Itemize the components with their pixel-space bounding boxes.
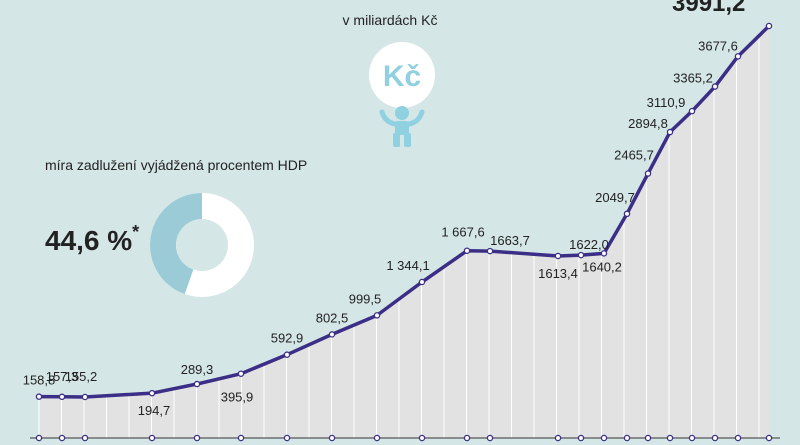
- data-point: [577, 251, 585, 259]
- series-line: [38, 24, 771, 399]
- axis-point: [193, 434, 201, 442]
- data-label: 2465,7: [614, 148, 654, 163]
- donut-hole: [176, 219, 228, 271]
- axis-point: [486, 434, 494, 442]
- debt-ratio-value-text: 44,6 %: [45, 225, 133, 256]
- axis-point: [711, 434, 719, 442]
- data-label: 1663,7: [490, 233, 530, 248]
- data-label: 1 344,1: [386, 258, 429, 273]
- data-label: 289,3: [181, 362, 214, 377]
- data-point: [237, 370, 245, 377]
- axis-baseline: [30, 434, 780, 442]
- axis-point: [688, 434, 696, 442]
- data-point: [148, 389, 156, 397]
- data-point: [623, 210, 631, 218]
- axis-point: [58, 434, 66, 442]
- data-point: [328, 331, 336, 338]
- data-point: [193, 380, 201, 388]
- data-point: [81, 393, 89, 401]
- axis-point: [666, 434, 674, 442]
- chart-gridlines: [38, 35, 760, 438]
- donut-share: [150, 193, 202, 295]
- data-point: [734, 53, 742, 60]
- axis-point: [283, 434, 291, 442]
- data-label: 2049,7: [595, 190, 635, 205]
- data-label: 155,2: [65, 369, 98, 384]
- axis-point: [577, 434, 585, 442]
- data-label: 1 667,6: [441, 225, 484, 240]
- data-point: [463, 247, 471, 254]
- data-label: 592,9: [271, 331, 304, 346]
- chart-subtitle: v miliardách Kč: [342, 12, 438, 28]
- axis-point: [765, 434, 773, 442]
- data-point: [35, 393, 43, 400]
- currency-symbol: Kč: [383, 60, 421, 93]
- data-point: [600, 250, 608, 257]
- axis-point: [373, 434, 381, 442]
- data-label: 3677,6: [698, 38, 738, 53]
- axis-point: [148, 434, 156, 442]
- axis-point: [644, 434, 652, 442]
- koruna-figure-icon: Kč: [369, 42, 435, 147]
- data-point: [373, 312, 381, 319]
- area-fill: [39, 26, 769, 438]
- axis-point: [734, 434, 742, 442]
- data-label: 999,5: [349, 291, 382, 306]
- data-points: [35, 22, 773, 401]
- data-point: [554, 252, 562, 260]
- debt-ratio-donut: [150, 193, 254, 297]
- data-point: [688, 107, 696, 115]
- data-label: 802,5: [316, 310, 349, 325]
- axis-point: [418, 434, 426, 442]
- axis-point: [463, 434, 471, 442]
- data-point: [765, 22, 773, 30]
- data-label: 1622,0: [569, 237, 609, 252]
- last-value-callout: 3991,2*: [672, 0, 751, 18]
- data-label: 3110,9: [647, 95, 686, 110]
- data-point: [283, 351, 291, 358]
- data-label: 3365,2: [673, 71, 713, 86]
- data-label: 157,3: [46, 369, 79, 384]
- data-label: 194,7: [138, 403, 171, 418]
- data-point: [418, 278, 426, 286]
- data-point: [644, 170, 652, 177]
- axis-point: [328, 434, 336, 442]
- data-label: 1640,2: [582, 259, 622, 274]
- data-label: 158,8: [23, 373, 56, 388]
- data-label: 2894,8: [628, 116, 668, 131]
- data-point: [58, 393, 66, 401]
- axis-point: [623, 434, 631, 442]
- data-point: [666, 128, 674, 136]
- data-label: 395,9: [221, 390, 254, 405]
- axis-point: [554, 434, 562, 442]
- data-point: [711, 83, 719, 90]
- axis-point: [600, 434, 608, 442]
- debt-ratio-asterisk: *: [132, 222, 140, 242]
- axis-point: [81, 434, 89, 442]
- last-value-text: 3991,2: [672, 0, 746, 17]
- last-value-asterisk: *: [745, 0, 750, 6]
- debt-ratio-value: 44,6 %*: [45, 222, 139, 257]
- axis-point: [237, 434, 245, 442]
- data-point: [486, 247, 494, 255]
- data-label: 1613,4: [538, 266, 578, 281]
- axis-point: [35, 434, 43, 442]
- debt-ratio-label: míra zadlužení vyjádžená procentem HDP: [45, 157, 308, 173]
